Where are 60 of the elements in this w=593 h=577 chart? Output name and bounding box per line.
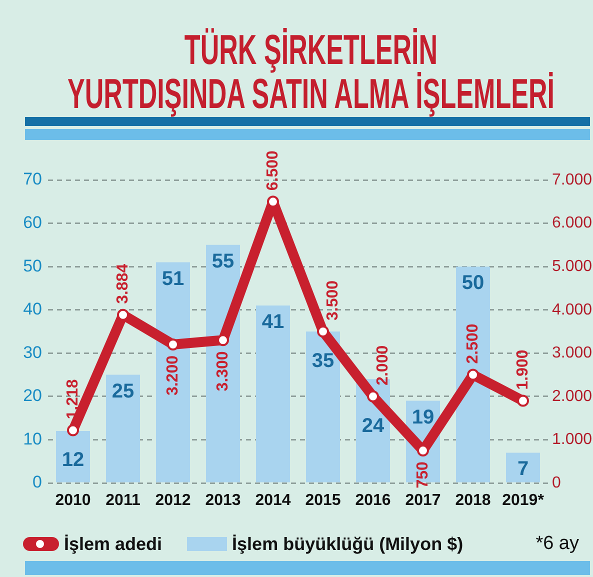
x-tick-label: 2014 [255,492,291,510]
data-label: 3.500 [324,280,342,320]
y-tick-label: 70 [23,170,42,189]
y-tick-label: 30 [23,342,42,362]
y-tick-label: 60 [23,212,42,232]
data-label: 3.300 [214,351,232,392]
bar [106,374,140,482]
bar [456,266,490,482]
y-tick-label: 40 [23,300,42,319]
y2-tick-label: 5.000 [552,258,592,275]
legend-label: İşlem adedi [64,534,162,554]
y-tick-label: 0 [32,472,42,492]
data-label: 55 [212,250,234,272]
y2-tick-label: 6.000 [552,214,592,232]
y2-tick-label: 0 [552,474,561,492]
point [517,394,529,407]
y2-tick-label: 7.000 [552,171,592,188]
y2-tick-label: 2.000 [552,388,592,405]
bar [206,244,240,482]
legend-label: İşlem büyüklüğü (Milyon $) [232,534,464,554]
point [67,424,79,436]
y2-tick-label: 4.000 [552,301,592,318]
y-tick-label: 20 [23,386,42,406]
y-tick-label: 50 [23,256,42,276]
data-label: 50 [462,272,484,294]
x-tick-label: 2012 [155,492,191,510]
y2-tick-label: 1.000 [552,431,592,448]
data-label: 750 [414,461,432,488]
point [317,326,329,338]
bar [306,332,340,482]
point [367,390,379,402]
x-tick-label: 2017 [405,492,441,510]
bar [256,306,290,482]
data-label: 3.884 [114,264,132,304]
text: *6 ay [536,533,579,555]
x-tick-label: 2016 [355,492,391,510]
data-label: 24 [362,414,385,437]
data-label: 2.500 [464,324,482,364]
bar [506,452,540,482]
y2-tick-label: 3.000 [552,344,592,362]
x-tick-label: 2010 [55,492,91,510]
x-tick-label: 2018 [455,492,491,510]
data-label: 19 [412,406,434,428]
y-tick-label: 10 [23,429,42,448]
data-label: 51 [162,268,184,290]
data-label: 35 [312,350,334,372]
x-tick-label: 2019* [502,492,545,510]
chart-title: TÜRK ŞİRKETLERİN YURTDIŞINDA SATIN ALMA İŞLEMLERİ [67,26,555,117]
data-label: 12 [62,448,84,471]
data-label: 25 [112,380,134,402]
x-tick-label: 2013 [205,492,241,510]
data-label: 41 [262,311,284,334]
data-label: 1.900 [514,350,532,390]
x-tick-label: 2015 [305,492,341,510]
data-label: 3.200 [164,355,182,396]
data-label: 7 [517,458,529,480]
data-label: 6.500 [264,150,282,191]
bar [156,262,190,482]
data-label: 2.000 [374,345,392,386]
x-tick-label: 2011 [106,492,140,510]
